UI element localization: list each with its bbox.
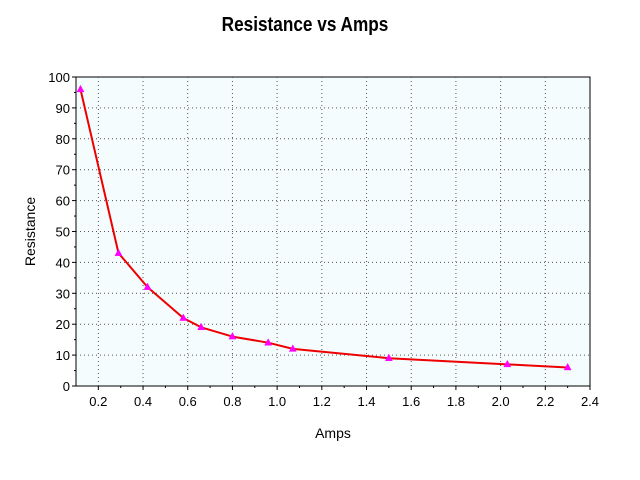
y-tick-label: 60	[56, 194, 70, 209]
axes: 0.2 0.4 0.6 0.8 1.0 1.2 1.4 1.6 1.8 2.0 2.2 2.4 0 10 2…	[48, 70, 599, 409]
x-tick-label: 0.6	[179, 394, 197, 409]
x-tick-label: 1.4	[357, 394, 375, 409]
data-point-marker	[76, 84, 85, 93]
x-tick-label: 1.2	[313, 394, 331, 409]
x-tick-label: 0.8	[223, 394, 241, 409]
data-point-marker	[179, 313, 188, 321]
y-tick-label: 70	[56, 163, 70, 178]
data-point-marker	[264, 338, 273, 346]
y-axis-title: Resistance	[22, 197, 38, 266]
y-tick-label: 30	[56, 286, 70, 301]
y-tick-label: 0	[63, 379, 70, 394]
x-tick-label: 1.6	[402, 394, 420, 409]
x-tick-label: 1.8	[447, 394, 465, 409]
x-tick-label: 2.4	[581, 394, 599, 409]
y-tick-label: 10	[56, 348, 70, 363]
data-point-marker	[114, 248, 123, 256]
chart-title: Resistance vs Amps	[221, 14, 389, 36]
y-tick-label: 80	[56, 132, 70, 147]
y-tick-label: 40	[56, 255, 70, 270]
data-point-marker	[143, 282, 152, 290]
grid-lines	[76, 77, 590, 386]
data-series	[76, 84, 572, 371]
x-axis-title: Amps	[315, 425, 351, 441]
x-tick-label: 2.2	[536, 394, 554, 409]
data-point-marker	[503, 359, 512, 368]
data-point-marker	[197, 322, 206, 331]
data-point-marker	[384, 353, 393, 361]
data-point-marker	[288, 344, 297, 352]
y-tick-label: 90	[56, 101, 70, 116]
x-tick-label: 1.0	[268, 394, 286, 409]
y-tick-label: 20	[56, 317, 70, 332]
x-tick-label: 0.4	[134, 394, 152, 409]
data-point-marker	[228, 332, 237, 340]
x-tick-label: 2.0	[492, 394, 510, 409]
y-tick-label: 100	[48, 70, 70, 85]
y-tick-label: 50	[56, 225, 70, 240]
data-point-marker	[563, 362, 572, 371]
x-tick-label: 0.2	[89, 394, 107, 409]
